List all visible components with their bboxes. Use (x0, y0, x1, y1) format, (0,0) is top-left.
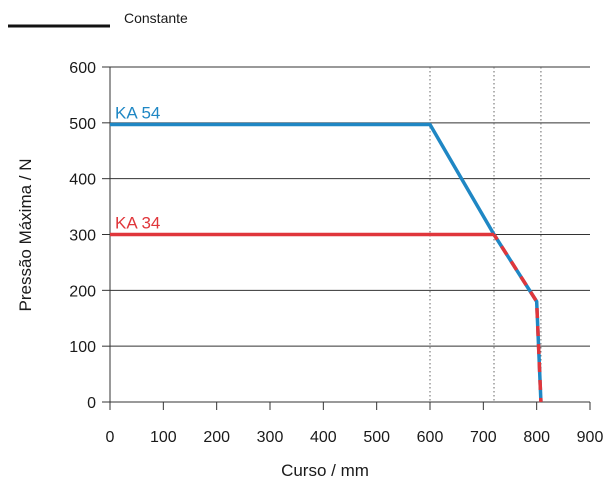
y-tick-label: 200 (69, 283, 96, 300)
x-tick-label: 800 (523, 429, 550, 446)
x-tick-label: 100 (150, 429, 177, 446)
grid-layer (110, 66, 590, 347)
x-axis-label: Curso / mm (281, 461, 369, 480)
x-tick-label: 500 (363, 429, 390, 446)
x-tick-label: 400 (310, 429, 337, 446)
x-tick-label: 200 (203, 429, 230, 446)
series-label-ka-34: KA 34 (115, 214, 160, 233)
series-label-ka-54: KA 54 (115, 104, 160, 123)
x-tick-label: 600 (417, 429, 444, 446)
y-tick-label: 0 (87, 395, 96, 412)
series-line-ka-34-shared (492, 233, 543, 403)
x-tick-label: 700 (470, 429, 497, 446)
x-tick-label: 0 (106, 429, 115, 446)
y-tick-label: 400 (69, 172, 96, 189)
axes (102, 66, 591, 410)
x-tick-label: 300 (257, 429, 284, 446)
y-tick-label: 100 (69, 339, 96, 356)
y-tick-label: 500 (69, 116, 96, 133)
series-line-ka-54 (110, 122, 543, 403)
y-axis-label: Pressão Máxima / N (16, 158, 35, 311)
y-tick-label: 600 (69, 60, 96, 77)
tick-labels: 0 100 200 300 400 500 600 0 100 200 300 400 500 600 70… (69, 60, 603, 446)
series-layer: KA 54 KA 34 (110, 104, 543, 403)
legend: Constante (8, 10, 188, 28)
x-tick-label: 900 (577, 429, 604, 446)
y-tick-label: 300 (69, 228, 96, 245)
legend-label: Constante (124, 10, 188, 26)
